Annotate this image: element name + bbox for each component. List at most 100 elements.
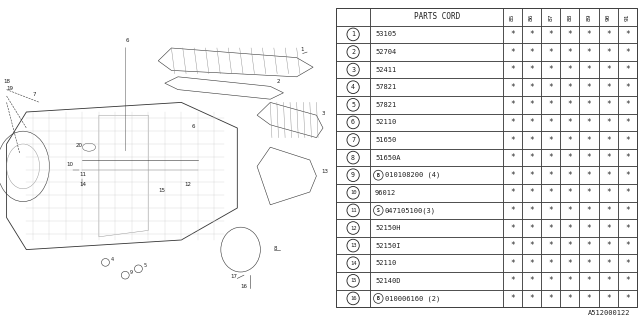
Bar [371, 78, 503, 96]
Text: 52110: 52110 [375, 119, 396, 125]
Bar [541, 78, 561, 96]
Bar [503, 131, 522, 149]
Text: 5: 5 [351, 102, 355, 108]
Text: 8: 8 [273, 246, 277, 251]
Text: 52411: 52411 [375, 67, 396, 73]
Bar [371, 219, 503, 237]
Text: *: * [625, 135, 630, 145]
Text: *: * [529, 259, 534, 268]
Bar [618, 290, 637, 307]
Text: *: * [529, 65, 534, 74]
Text: 15: 15 [158, 188, 165, 193]
Text: *: * [529, 153, 534, 162]
Text: *: * [529, 47, 534, 57]
Bar [336, 8, 371, 26]
Text: *: * [568, 65, 572, 74]
Text: *: * [510, 47, 515, 57]
Bar [598, 290, 618, 307]
Text: *: * [587, 30, 591, 39]
Text: 90: 90 [605, 13, 611, 20]
Text: *: * [606, 206, 611, 215]
Text: *: * [606, 100, 611, 109]
Text: *: * [625, 83, 630, 92]
Text: *: * [587, 276, 591, 285]
Text: 85: 85 [510, 13, 515, 20]
Text: *: * [568, 188, 572, 197]
Text: 12: 12 [350, 226, 356, 230]
Text: *: * [510, 30, 515, 39]
Bar [541, 61, 561, 78]
Bar [598, 166, 618, 184]
Bar [561, 131, 579, 149]
Text: 17: 17 [231, 274, 237, 279]
Text: 53105: 53105 [375, 31, 396, 37]
Bar [598, 78, 618, 96]
Bar [618, 237, 637, 254]
Bar [503, 149, 522, 166]
Bar [618, 272, 637, 290]
Bar [541, 149, 561, 166]
Text: *: * [606, 241, 611, 250]
Bar [503, 237, 522, 254]
Text: *: * [606, 65, 611, 74]
Text: 2: 2 [277, 79, 280, 84]
Bar [579, 114, 598, 131]
Text: *: * [510, 276, 515, 285]
Text: 52110: 52110 [375, 260, 396, 266]
Text: 91: 91 [625, 13, 630, 20]
Bar [503, 61, 522, 78]
Bar [336, 26, 371, 43]
Bar [561, 272, 579, 290]
Text: *: * [625, 294, 630, 303]
Bar [598, 131, 618, 149]
Bar [371, 149, 503, 166]
Bar [598, 96, 618, 114]
Bar [598, 184, 618, 202]
Text: 1: 1 [300, 47, 303, 52]
Text: *: * [529, 294, 534, 303]
Text: *: * [568, 241, 572, 250]
Text: *: * [568, 100, 572, 109]
Bar [579, 237, 598, 254]
Text: 2: 2 [351, 49, 355, 55]
Bar [618, 8, 637, 26]
Text: 86: 86 [529, 13, 534, 20]
Text: *: * [548, 153, 553, 162]
Text: 10: 10 [66, 163, 73, 167]
Bar [598, 61, 618, 78]
Bar [371, 202, 503, 219]
Text: *: * [587, 153, 591, 162]
Text: *: * [510, 259, 515, 268]
Bar [618, 61, 637, 78]
Bar [503, 96, 522, 114]
Text: *: * [568, 294, 572, 303]
Bar [522, 8, 541, 26]
Bar [503, 290, 522, 307]
Bar [579, 254, 598, 272]
Bar [522, 43, 541, 61]
Bar [336, 272, 371, 290]
Bar [541, 43, 561, 61]
Bar [579, 184, 598, 202]
Text: *: * [606, 30, 611, 39]
Text: 12: 12 [184, 181, 191, 187]
Text: *: * [510, 171, 515, 180]
Bar [561, 184, 579, 202]
Text: *: * [529, 223, 534, 233]
Bar [522, 114, 541, 131]
Text: 3: 3 [321, 111, 325, 116]
Text: *: * [529, 135, 534, 145]
Text: 010108200 (4): 010108200 (4) [385, 172, 440, 179]
Text: 51650: 51650 [375, 137, 396, 143]
Text: *: * [510, 118, 515, 127]
Text: *: * [587, 223, 591, 233]
Text: 89: 89 [586, 13, 591, 20]
Text: *: * [625, 206, 630, 215]
Text: *: * [606, 188, 611, 197]
Bar [541, 8, 561, 26]
Bar [503, 184, 522, 202]
Bar [598, 254, 618, 272]
Text: 96012: 96012 [375, 190, 396, 196]
Bar [503, 254, 522, 272]
Text: *: * [529, 276, 534, 285]
